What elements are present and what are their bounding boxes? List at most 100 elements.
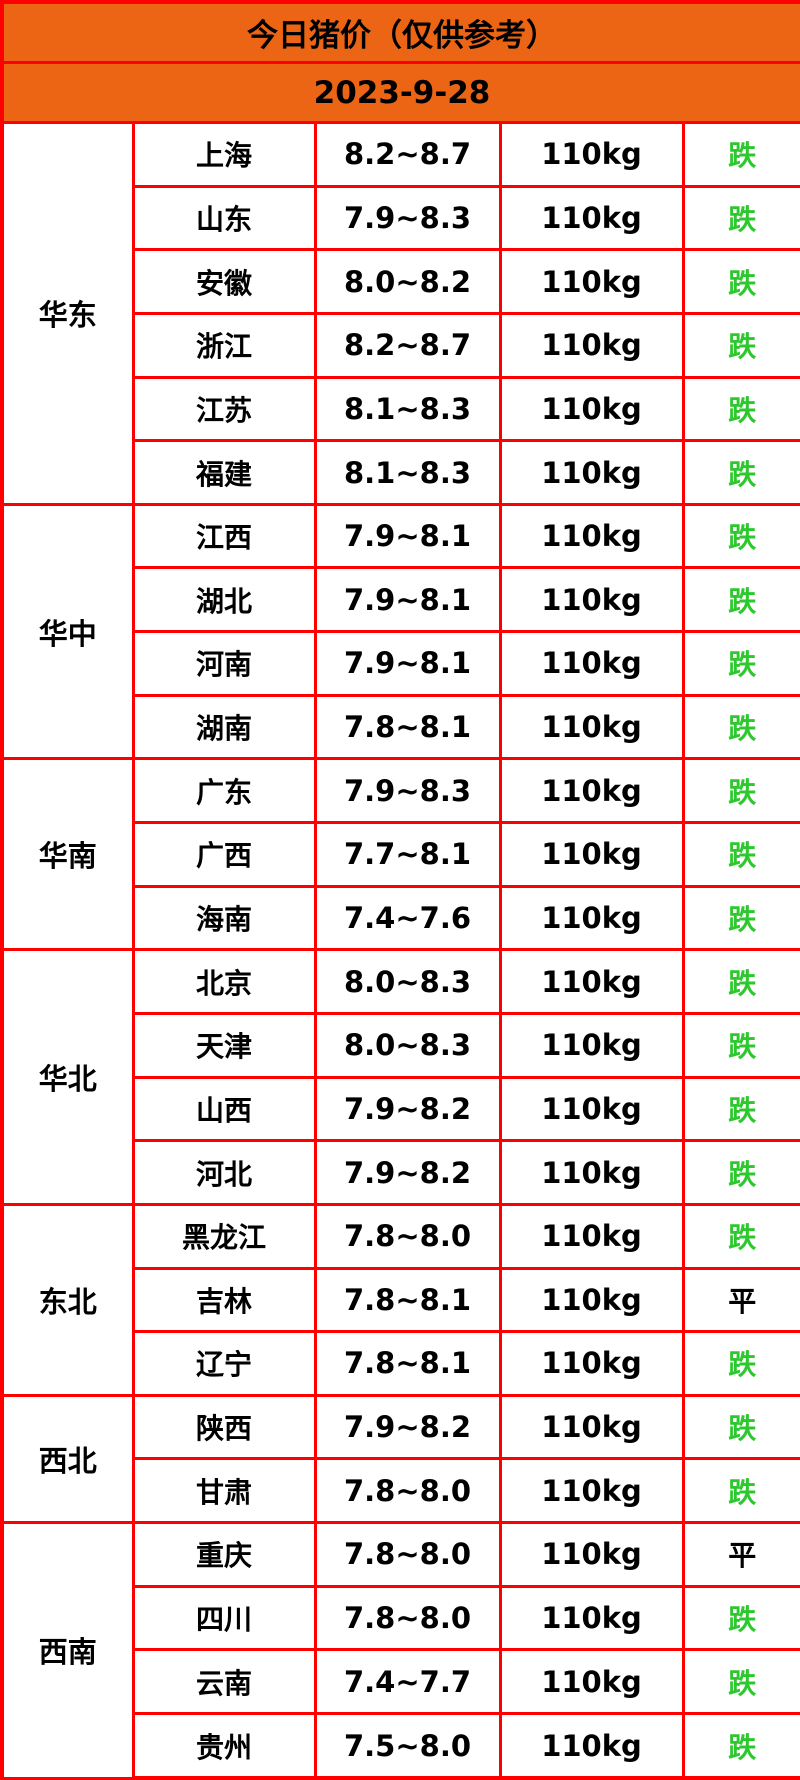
- province-cell: 湖北: [131, 566, 317, 634]
- table-row: 东北 黑龙江 7.8~8.0 110kg 跌: [0, 1202, 800, 1397]
- table-row: 河北 7.9~8.2 110kg 跌: [2, 1139, 800, 1206]
- province-cell: 江西: [131, 502, 317, 570]
- province-cell: 河南: [131, 630, 317, 697]
- weight-cell: 110kg: [498, 311, 685, 379]
- province-cell: 福建: [131, 439, 317, 506]
- weight-cell: 110kg: [498, 821, 685, 888]
- trend-cell: 跌: [681, 184, 800, 252]
- trend-cell: 跌: [681, 375, 800, 443]
- province-cell: 辽宁: [131, 1330, 317, 1397]
- trend-cell: 跌: [681, 884, 800, 952]
- price-cell: 7.9~8.2: [313, 1139, 502, 1206]
- weight-cell: 110kg: [498, 693, 685, 761]
- table-row: 西北 陕西 7.9~8.2 110kg 跌: [0, 1393, 800, 1525]
- table-row: 四川 7.8~8.0 110kg 跌: [2, 1584, 800, 1652]
- table-row: 福建 8.1~8.3 110kg 跌: [2, 439, 800, 506]
- weight-cell: 110kg: [498, 1521, 685, 1588]
- price-cell: 7.9~8.2: [313, 1075, 502, 1143]
- table-row: 吉林 7.8~8.1 110kg 平: [2, 1266, 800, 1334]
- trend-cell: 跌: [681, 1584, 800, 1652]
- price-cell: 7.8~8.1: [313, 1330, 502, 1397]
- trend-cell: 跌: [681, 1393, 800, 1461]
- price-cell: 7.5~8.0: [313, 1712, 502, 1780]
- weight-cell: 110kg: [498, 884, 685, 952]
- price-cell: 8.0~8.3: [313, 948, 502, 1015]
- price-cell: 7.8~8.0: [313, 1457, 502, 1525]
- page-title: 今日猪价（仅供参考）: [0, 0, 800, 64]
- weight-cell: 110kg: [498, 757, 685, 825]
- region-cell: 华东: [0, 121, 135, 506]
- weight-cell: 110kg: [498, 1330, 685, 1397]
- province-cell: 广西: [131, 821, 317, 888]
- title-row: 今日猪价（仅供参考）: [0, 0, 800, 64]
- region-cell: 华南: [0, 757, 135, 952]
- price-cell: 7.9~8.2: [313, 1393, 502, 1461]
- weight-cell: 110kg: [498, 184, 685, 252]
- weight-cell: 110kg: [498, 1648, 685, 1716]
- table-row: 天津 8.0~8.3 110kg 跌: [2, 1011, 800, 1079]
- price-cell: 8.1~8.3: [313, 439, 502, 506]
- table-row: 华南 广东 7.9~8.3 110kg 跌: [0, 757, 800, 952]
- table-row: 浙江 8.2~8.7 110kg 跌: [2, 311, 800, 379]
- trend-cell: 跌: [681, 948, 800, 1015]
- table-row: 湖南 7.8~8.1 110kg 跌: [2, 693, 800, 761]
- price-cell: 7.9~8.1: [313, 502, 502, 570]
- price-cell: 7.7~8.1: [313, 821, 502, 888]
- region-cell: 华北: [0, 948, 135, 1206]
- trend-cell: 跌: [681, 1648, 800, 1716]
- province-cell: 黑龙江: [131, 1202, 317, 1270]
- weight-cell: 110kg: [498, 1266, 685, 1334]
- price-cell: 7.8~8.0: [313, 1521, 502, 1588]
- trend-cell: 平: [681, 1266, 800, 1334]
- trend-cell: 跌: [681, 1330, 800, 1397]
- trend-cell: 平: [681, 1521, 800, 1588]
- price-cell: 7.4~7.7: [313, 1648, 502, 1716]
- weight-cell: 110kg: [498, 1202, 685, 1270]
- province-cell: 安徽: [131, 248, 317, 315]
- table-row: 山东 7.9~8.3 110kg 跌: [2, 184, 800, 252]
- price-cell: 7.8~8.1: [313, 1266, 502, 1334]
- table-row: 海南 7.4~7.6 110kg 跌: [2, 884, 800, 952]
- weight-cell: 110kg: [498, 1139, 685, 1206]
- province-cell: 陕西: [131, 1393, 317, 1461]
- price-cell: 7.9~8.3: [313, 184, 502, 252]
- weight-cell: 110kg: [498, 566, 685, 634]
- region-cell: 东北: [0, 1202, 135, 1397]
- weight-cell: 110kg: [498, 1393, 685, 1461]
- table-row: 湖北 7.9~8.1 110kg 跌: [2, 566, 800, 634]
- weight-cell: 110kg: [498, 1712, 685, 1780]
- date-label: 2023-9-28: [0, 61, 800, 124]
- weight-cell: 110kg: [498, 121, 685, 188]
- region-cell: 西南: [0, 1521, 135, 1780]
- trend-cell: 跌: [681, 502, 800, 570]
- table-row: 辽宁 7.8~8.1 110kg 跌: [2, 1330, 800, 1397]
- table-row: 贵州 7.5~8.0 110kg 跌: [2, 1712, 800, 1780]
- table-row: 华中 江西 7.9~8.1 110kg 跌: [0, 502, 800, 761]
- price-cell: 8.0~8.2: [313, 248, 502, 315]
- table-row: 云南 7.4~7.7 110kg 跌: [2, 1648, 800, 1716]
- province-cell: 山东: [131, 184, 317, 252]
- trend-cell: 跌: [681, 439, 800, 506]
- weight-cell: 110kg: [498, 375, 685, 443]
- province-cell: 河北: [131, 1139, 317, 1206]
- weight-cell: 110kg: [498, 1075, 685, 1143]
- table-row: 甘肃 7.8~8.0 110kg 跌: [2, 1457, 800, 1525]
- province-cell: 湖南: [131, 693, 317, 761]
- trend-cell: 跌: [681, 121, 800, 188]
- province-cell: 天津: [131, 1011, 317, 1079]
- table-row: 江苏 8.1~8.3 110kg 跌: [2, 375, 800, 443]
- price-cell: 7.9~8.1: [313, 630, 502, 697]
- province-cell: 海南: [131, 884, 317, 952]
- price-cell: 8.2~8.7: [313, 311, 502, 379]
- province-cell: 江苏: [131, 375, 317, 443]
- province-cell: 贵州: [131, 1712, 317, 1780]
- table-row: 华北 北京 8.0~8.3 110kg 跌: [0, 948, 800, 1206]
- trend-cell: 跌: [681, 566, 800, 634]
- trend-cell: 跌: [681, 248, 800, 315]
- trend-cell: 跌: [681, 1139, 800, 1206]
- price-cell: 7.8~8.1: [313, 693, 502, 761]
- province-cell: 广东: [131, 757, 317, 825]
- price-cell: 7.9~8.3: [313, 757, 502, 825]
- region-cell: 西北: [0, 1393, 135, 1525]
